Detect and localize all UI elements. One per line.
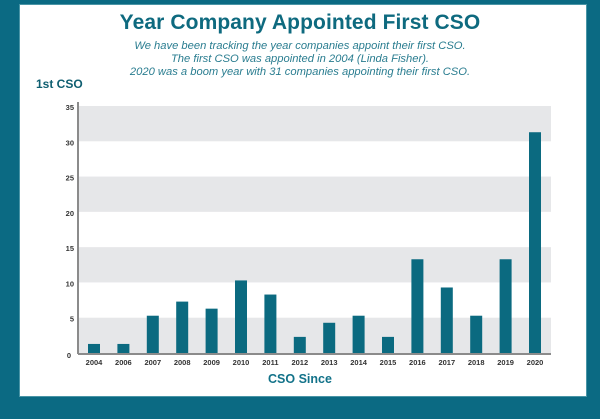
x-tick-label: 2014 [350, 358, 368, 367]
bars [88, 132, 541, 353]
x-tick-label: 2009 [203, 358, 220, 367]
y-tick-label: 0 [67, 351, 71, 360]
bar-2020 [529, 132, 541, 353]
chart-title: Year Company Appointed First CSO [119, 11, 481, 34]
x-tick-label: 2020 [527, 358, 544, 367]
x-tick-label: 2007 [144, 358, 161, 367]
bar-2004 [88, 343, 100, 353]
bar-2017 [440, 287, 453, 353]
x-tick-label: 2006 [115, 358, 132, 367]
x-tick-labels: 2004 2006 2007 2008 2009 2010 2011 2012 2013 2014… [86, 358, 544, 367]
bar-2015 [382, 336, 394, 353]
bar-2007 [146, 315, 159, 353]
x-tick-label: 2004 [86, 358, 104, 367]
bar-2019 [499, 259, 512, 353]
bar-2012 [293, 336, 306, 353]
bar-2011 [264, 294, 277, 353]
x-tick-label: 2011 [262, 358, 278, 367]
y-axis-title: 1st CSO [36, 77, 83, 91]
x-tick-label: 2010 [233, 358, 250, 367]
bar-2008 [176, 301, 189, 353]
y-tick-label: 10 [66, 279, 74, 288]
x-tick-label: 2018 [468, 358, 485, 367]
grid-band [78, 176, 551, 212]
bar-2010 [235, 280, 247, 353]
x-axis-title: CSO Since [268, 372, 332, 386]
grid-band [78, 247, 551, 283]
bar-2016 [411, 259, 424, 353]
bar-2013 [323, 322, 336, 353]
y-tick-labels: 0 5 10 15 20 25 30 35 [66, 103, 74, 360]
y-tick-label: 35 [66, 103, 74, 112]
x-tick-label: 2008 [174, 358, 191, 367]
x-tick-label: 2017 [438, 358, 455, 367]
bar-2009 [205, 308, 218, 353]
subtitle-line: The first CSO was appointed in 2004 (Lin… [170, 53, 430, 65]
bar-2014 [352, 315, 365, 353]
y-tick-label: 5 [70, 315, 74, 324]
y-tick-label: 20 [66, 209, 74, 218]
x-tick-label: 2019 [497, 358, 514, 367]
subtitle-line: 2020 was a boom year with 31 companies a… [129, 66, 471, 78]
chart-subtitle: We have been tracking the year companies… [0, 40, 600, 79]
y-tick-label: 30 [66, 138, 74, 147]
y-tick-label: 15 [66, 244, 74, 253]
x-tick-label: 2013 [321, 358, 338, 367]
x-tick-label: 2016 [409, 358, 426, 367]
axes [77, 102, 551, 355]
y-tick-label: 25 [66, 174, 74, 183]
x-tick-label: 2015 [380, 358, 397, 367]
bar-2006 [117, 343, 130, 353]
bar-2018 [470, 315, 483, 353]
x-tick-label: 2012 [291, 358, 308, 367]
subtitle-line: We have been tracking the year companies… [134, 40, 466, 52]
grid-band [78, 106, 551, 142]
